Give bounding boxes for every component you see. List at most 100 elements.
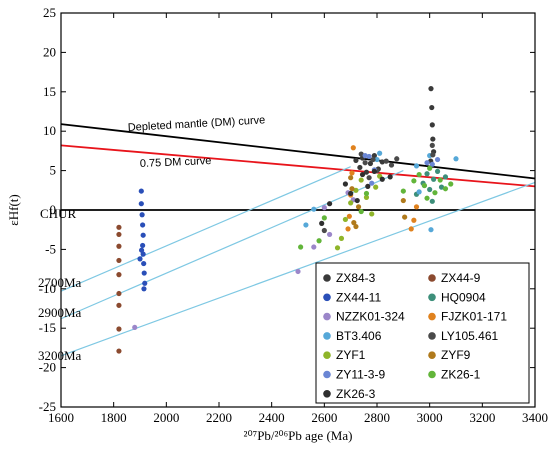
data-point xyxy=(348,190,354,197)
x-axis-title: ²⁰⁷Pb/²⁰⁶Pb age (Ma) xyxy=(244,428,353,443)
data-point xyxy=(442,186,449,192)
x-tick-label: 3000 xyxy=(417,410,443,425)
data-point xyxy=(369,180,375,186)
data-point xyxy=(424,160,430,166)
data-point xyxy=(437,177,443,183)
data-point xyxy=(138,247,145,253)
data-point xyxy=(116,302,122,308)
data-point xyxy=(140,222,146,228)
data-point xyxy=(400,188,406,194)
data-point xyxy=(371,153,377,159)
legend-marker xyxy=(428,312,436,321)
data-point xyxy=(116,257,122,264)
legend-label: ZX44-11 xyxy=(336,290,381,304)
x-tick-label: 3200 xyxy=(469,410,495,425)
data-point xyxy=(430,136,436,142)
y-tick-label: 5 xyxy=(50,163,57,178)
legend-label: FJZK01-171 xyxy=(441,310,507,324)
y-tick-label: -25 xyxy=(39,399,56,414)
data-point xyxy=(428,227,434,233)
data-point xyxy=(116,243,122,249)
data-point xyxy=(342,216,348,223)
data-point xyxy=(321,227,327,234)
data-point xyxy=(402,214,408,220)
legend-label: NZZK01-324 xyxy=(336,310,405,324)
data-point xyxy=(363,190,370,197)
data-point xyxy=(116,326,122,332)
data-point xyxy=(388,162,395,168)
y-tick-label: -20 xyxy=(39,360,56,375)
data-point xyxy=(142,280,148,286)
data-point xyxy=(298,244,304,250)
data-point xyxy=(366,153,372,160)
data-point xyxy=(353,223,359,230)
data-point xyxy=(311,206,317,212)
legend-marker xyxy=(323,370,331,379)
age-2700-label: 2700Ma xyxy=(38,275,82,290)
data-point xyxy=(349,170,355,176)
data-point xyxy=(303,222,309,228)
data-point xyxy=(138,201,144,207)
chur-label: CHUR xyxy=(40,206,76,221)
data-point xyxy=(295,268,301,275)
data-point xyxy=(349,186,355,192)
data-point xyxy=(141,270,147,276)
data-point xyxy=(138,188,144,194)
data-point xyxy=(321,215,327,221)
legend-label: LY105.461 xyxy=(441,329,498,343)
data-point xyxy=(427,165,433,171)
data-point xyxy=(141,286,147,292)
data-point xyxy=(327,231,333,238)
data-point xyxy=(371,168,377,174)
data-point xyxy=(358,208,364,215)
axis-ticks: 1600 1800 2000 2200 2400 2600 2800 3000 3200 3400… xyxy=(39,5,548,425)
data-point xyxy=(408,226,414,232)
data-point xyxy=(429,104,435,111)
legend-label: HQ0904 xyxy=(441,290,486,304)
age-2900-label: 2900Ma xyxy=(38,305,82,320)
legend-marker xyxy=(323,390,331,398)
data-point xyxy=(394,156,400,162)
x-tick-label: 2600 xyxy=(311,410,337,425)
data-point xyxy=(311,244,317,250)
legend-label: ZK26-1 xyxy=(441,368,481,382)
legend-label: ZYF9 xyxy=(441,348,471,362)
legend-label: ZY11-3-9 xyxy=(336,368,385,382)
data-point xyxy=(348,200,354,206)
data-point xyxy=(338,235,345,241)
data-point xyxy=(413,204,420,210)
data-point xyxy=(140,242,146,249)
y-tick-label: 10 xyxy=(43,123,56,138)
reference-line-3 xyxy=(60,166,351,292)
legend-marker xyxy=(428,370,436,379)
legend-marker xyxy=(428,274,436,282)
data-point xyxy=(377,150,383,156)
data-point xyxy=(369,211,375,217)
legend-box xyxy=(315,262,530,404)
data-point xyxy=(448,181,454,187)
y-tick-label: 25 xyxy=(43,5,56,20)
data-point xyxy=(379,159,385,165)
data-point xyxy=(319,220,325,226)
data-point xyxy=(141,260,147,267)
data-point xyxy=(362,160,368,166)
data-point xyxy=(345,226,351,232)
data-point xyxy=(353,187,359,193)
x-tick-label: 3400 xyxy=(522,410,548,425)
data-point xyxy=(374,156,380,163)
data-point xyxy=(348,175,354,181)
reference-line-0 xyxy=(60,123,536,180)
data-point xyxy=(357,164,363,171)
y-tick-label: 0 xyxy=(50,202,57,217)
data-point xyxy=(359,171,366,178)
data-point xyxy=(327,201,333,207)
data-point xyxy=(116,224,122,230)
data-point xyxy=(363,194,370,200)
x-tick-label: 1800 xyxy=(101,410,127,425)
data-point xyxy=(362,153,368,159)
data-point xyxy=(342,181,348,187)
legend-items: ZX84-3 ZX44-9 ZX44-11 HQ0904 NZZK01-324 FJZK0… xyxy=(323,271,507,401)
legend-marker xyxy=(323,332,331,340)
data-point xyxy=(429,198,435,204)
